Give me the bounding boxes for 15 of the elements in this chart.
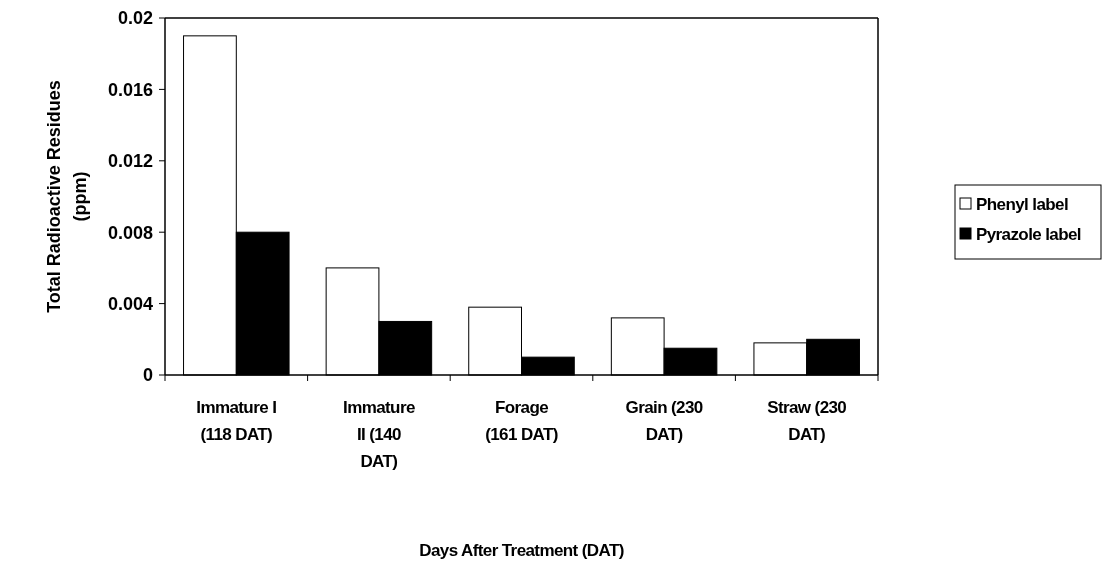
y-tick-label: 0 [142, 365, 153, 386]
legend-label: Pyrazole label [976, 224, 1081, 244]
x-tick-label: Immature I (118 DAT) [196, 398, 277, 444]
legend-label: Phenyl label [976, 194, 1069, 214]
y-tick-label: 0.02 [117, 8, 153, 29]
x-tick-label: Immature II (140 DAT) [343, 398, 415, 471]
x-tick-label: Forage (161 DAT) [485, 398, 558, 444]
x-axis-title: Days After Treatment (DAT) [419, 541, 624, 560]
x-tick-label: Grain (230 DAT) [625, 398, 703, 444]
y-tick-label: 0.016 [107, 79, 153, 100]
x-tick-label: Straw (230 DAT) [767, 398, 847, 444]
y-tick-label: 0.008 [107, 222, 153, 243]
y-tick-label: 0.012 [107, 151, 153, 172]
y-tick-label: 0.004 [107, 293, 153, 314]
y-axis-title: Total Radioactive Residues (ppm) [44, 80, 90, 313]
